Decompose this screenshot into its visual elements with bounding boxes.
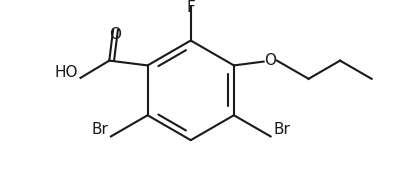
Text: O: O: [264, 53, 276, 68]
Text: F: F: [186, 0, 195, 15]
Text: Br: Br: [273, 122, 290, 137]
Text: HO: HO: [54, 65, 78, 80]
Text: O: O: [109, 27, 121, 42]
Text: Br: Br: [91, 122, 108, 137]
